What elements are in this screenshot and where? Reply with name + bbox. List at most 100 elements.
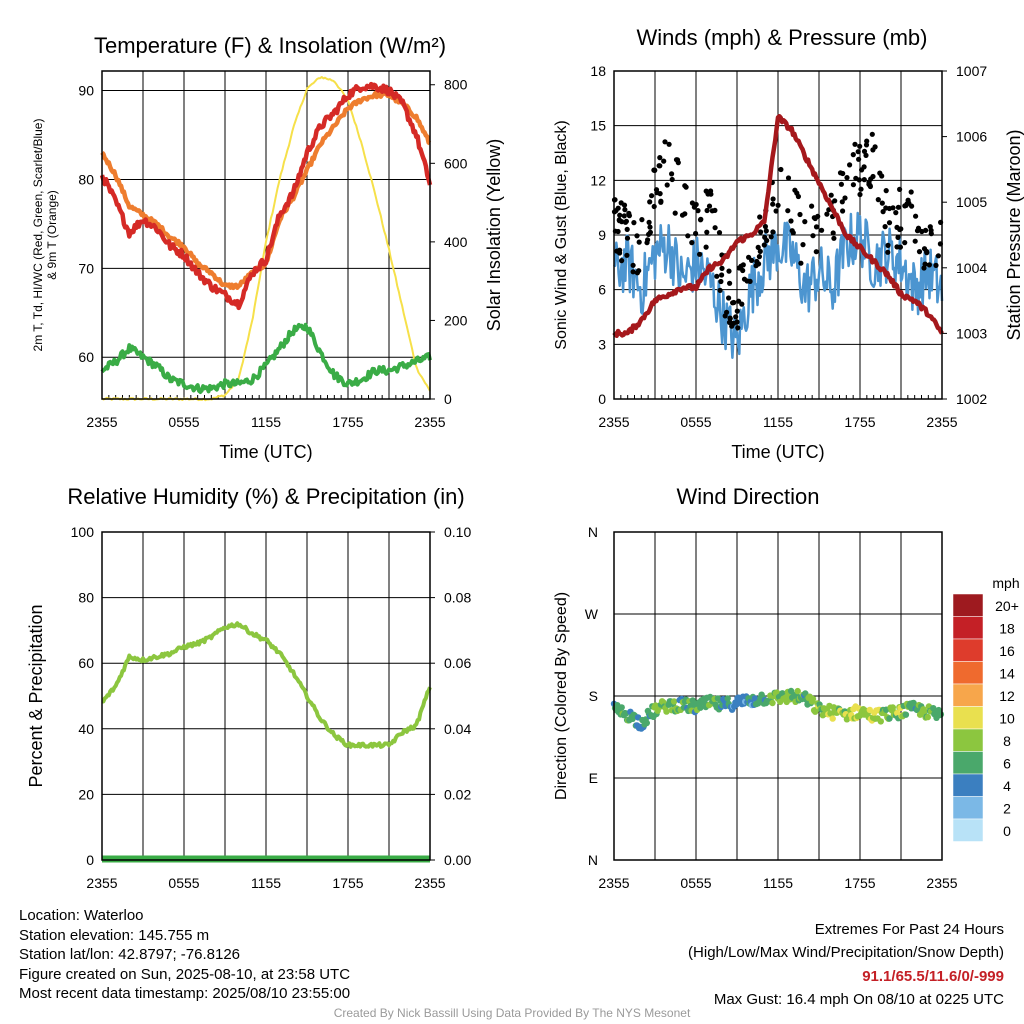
- series-rh: [101, 621, 432, 749]
- y-axis-label: Percent & Precipitation: [26, 604, 46, 787]
- y-tick-label: 60: [78, 655, 94, 671]
- gust-point: [714, 273, 720, 279]
- legend-label: 4: [1003, 778, 1011, 794]
- gust-point: [847, 162, 853, 168]
- gust-point: [618, 200, 624, 206]
- gust-point: [695, 208, 701, 214]
- legend-label: 16: [999, 643, 1015, 659]
- y-tick-label: 0: [598, 391, 606, 407]
- series-sonic-wind: [613, 211, 944, 359]
- gust-point: [658, 199, 664, 205]
- gust-point: [902, 240, 908, 246]
- gust-point: [657, 163, 663, 169]
- gust-point: [768, 234, 774, 240]
- gust-point: [813, 249, 819, 255]
- gust-point: [897, 186, 903, 192]
- gust-point: [895, 234, 901, 240]
- y2-tick-label: 0.06: [444, 655, 471, 671]
- y-tick-label: 3: [598, 336, 606, 352]
- plot-frame: [613, 531, 943, 861]
- direction-point: [670, 698, 678, 705]
- y-tick-label: 15: [590, 118, 606, 134]
- y-tick-label: W: [585, 606, 599, 622]
- gust-point: [867, 182, 873, 189]
- legend-swatch: [952, 751, 984, 775]
- y-tick-label: N: [588, 852, 598, 868]
- x-tick-label: 2355: [86, 875, 117, 891]
- extremes-subtitle: (High/Low/Max Wind/Precipitation/Snow De…: [688, 944, 1004, 962]
- gust-point: [636, 239, 642, 245]
- gust-point: [718, 278, 724, 285]
- gust-point: [775, 202, 781, 208]
- gust-point: [877, 170, 883, 176]
- y2-tick-label: 0.08: [444, 590, 471, 606]
- x-tick-label: 2355: [414, 414, 445, 430]
- gust-point: [875, 197, 881, 203]
- gust-point: [885, 249, 891, 255]
- direction-point: [809, 695, 817, 703]
- gust-point: [813, 224, 820, 230]
- legend-swatch: [952, 773, 984, 797]
- gust-point: [764, 237, 770, 244]
- gust-point: [912, 238, 918, 244]
- gust-point: [758, 229, 764, 235]
- gust-point: [883, 205, 889, 211]
- gust-point: [933, 262, 939, 268]
- direction-point: [724, 695, 731, 702]
- chart-title: Temperature (F) & Insolation (W/m²): [94, 33, 446, 58]
- gust-point: [809, 203, 815, 209]
- gust-point: [870, 147, 876, 153]
- gust-point: [883, 188, 889, 194]
- y-tick-label: 70: [78, 260, 94, 276]
- gust-point: [927, 224, 933, 230]
- gust-point: [744, 278, 750, 284]
- x-tick-label: 2355: [598, 875, 629, 891]
- gust-point: [661, 158, 667, 164]
- y-tick-label: 6: [598, 282, 606, 298]
- gust-point: [810, 233, 816, 239]
- gust-point: [924, 250, 930, 256]
- plot-frame: [613, 70, 943, 400]
- gust-point: [719, 272, 725, 278]
- y2-tick-label: 0.04: [444, 721, 471, 737]
- gust-point: [840, 170, 846, 177]
- legend-label: 0: [1003, 823, 1011, 839]
- gust-point: [738, 263, 744, 269]
- gust-point: [856, 156, 862, 162]
- y-tick-label: N: [588, 524, 598, 540]
- gust-point: [831, 235, 837, 241]
- gust-point: [653, 187, 660, 193]
- gust-point: [756, 254, 763, 260]
- gust-point: [669, 171, 675, 177]
- y-tick-label: 9: [598, 227, 606, 243]
- gust-point: [757, 248, 763, 254]
- gust-point: [662, 139, 668, 145]
- x-tick-label: 1155: [251, 875, 281, 891]
- y2-tick-label: 800: [444, 77, 468, 93]
- gust-point: [863, 152, 869, 158]
- gust-point: [706, 203, 713, 209]
- gust-point: [712, 207, 718, 213]
- gust-point: [669, 176, 675, 183]
- gust-point: [844, 175, 850, 181]
- y-tick-label: 80: [78, 590, 94, 606]
- legend-swatch: [952, 728, 984, 752]
- x-tick-label: 2355: [86, 414, 117, 430]
- direction-point: [769, 699, 776, 707]
- gust-point: [704, 207, 710, 214]
- gust-point: [622, 207, 628, 213]
- x-tick-label: 0555: [168, 414, 199, 430]
- gust-point: [869, 131, 875, 137]
- x-axis-label: Time (UTC): [731, 442, 824, 462]
- gust-point: [914, 228, 921, 234]
- gust-point: [895, 204, 902, 210]
- gust-point: [735, 325, 741, 331]
- gust-point: [683, 184, 689, 190]
- gust-point: [893, 210, 899, 216]
- gust-point: [840, 208, 846, 214]
- y2-tick-label: 1006: [956, 129, 987, 145]
- gust-point: [646, 219, 652, 225]
- legend-label: 8: [1003, 733, 1011, 749]
- gust-point: [657, 191, 663, 197]
- gust-point: [703, 244, 709, 250]
